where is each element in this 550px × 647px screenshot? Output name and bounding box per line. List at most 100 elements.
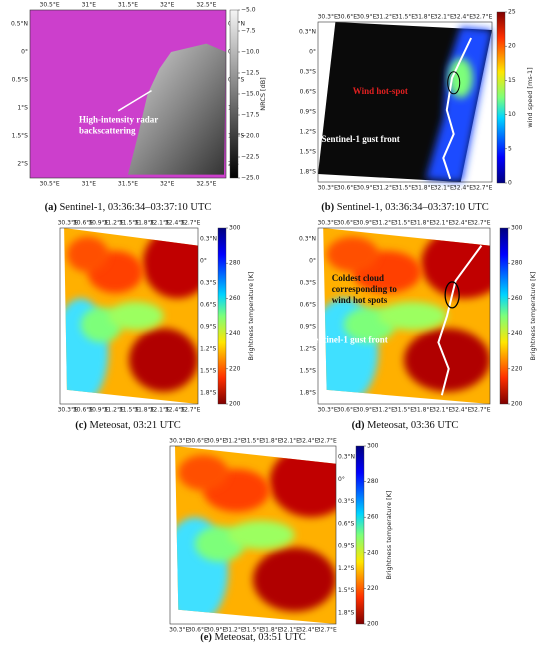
caption-label: (d): [352, 420, 365, 431]
colorbar-tick-label: −22.5: [241, 154, 260, 161]
colorbar: [217, 227, 227, 405]
map-tick-label: 31.8°E: [413, 407, 433, 414]
map-tick-label: 31.2°E: [375, 407, 395, 414]
map-tick-label: 30.3°E: [318, 14, 338, 21]
cloud-blob: [326, 236, 379, 272]
colorbar-tick-label: 300: [511, 225, 523, 232]
map-tick-label: 1.8°S: [300, 169, 317, 176]
map-tick-label: 31.5°E: [243, 438, 263, 445]
map-tick-label: 1.2°S: [338, 565, 355, 572]
colorbar-tick-label: 240: [367, 549, 379, 556]
map-tick-label: 31.5°E: [394, 220, 414, 227]
caption-text: Sentinel-1, 03:36:34–03:37:10 UTC: [59, 202, 211, 213]
map-tick-label: 32.1°E: [432, 407, 452, 414]
map-tick-label: 31.5°E: [394, 407, 414, 414]
colorbar-tick-label: −17.5: [241, 112, 260, 119]
map-tick-label: 32.4°E: [165, 407, 185, 414]
colorbar-label: Brightness temperature [K]: [385, 491, 393, 580]
map-tick-label: 32.4°E: [298, 627, 318, 634]
map-tick-label: 0.6°S: [200, 302, 217, 309]
colorbar: [229, 9, 239, 179]
cloud-field: [64, 228, 198, 404]
map-tick-label: 30.9°E: [356, 220, 376, 227]
arrow: [117, 89, 152, 112]
map-tick-label: 0°: [21, 49, 28, 56]
map-tick-label: 30.9°E: [88, 407, 108, 414]
map-tick-label: 30.6°E: [337, 220, 357, 227]
map-tick-label: 32.4°E: [451, 220, 471, 227]
caption-text: Meteosat, 03:51 UTC: [215, 632, 306, 643]
map-tick-label: 30.6°E: [73, 407, 93, 414]
map-tick-label: 30.3°E: [58, 407, 78, 414]
map-tick-label: 31°E: [82, 181, 97, 188]
map-tick-label: 0.3°S: [300, 69, 317, 76]
map-tick-label: 32°E: [160, 181, 175, 188]
colorbar-tick-label: 240: [511, 330, 523, 337]
map-tick-label: 1.5°S: [200, 368, 217, 375]
map-tick-label: 31.2°E: [376, 14, 396, 21]
map-tick-label: 31.8°E: [414, 185, 434, 192]
map-tick-label: 0.3°S: [200, 280, 217, 287]
colorbar-label: wind speed [ms-1]: [526, 67, 534, 127]
annotation: High-intensity radar: [79, 115, 158, 125]
colorbar-tick-label: 200: [367, 621, 379, 628]
map-tick-label: 31.8°E: [261, 438, 281, 445]
colorbar-tick-label: 25: [508, 9, 516, 16]
map-frame: [169, 445, 337, 625]
map-tick-label: 31.5°E: [119, 220, 139, 227]
annotation: Coldest cloud: [332, 273, 384, 283]
colorbar-tick-label: 260: [367, 514, 379, 521]
map-tick-label: 32.4°E: [453, 185, 473, 192]
map-tick-label: 31.2°E: [376, 185, 396, 192]
map-tick-label: 30.6°E: [188, 627, 208, 634]
cloud-blob: [129, 328, 198, 392]
colorbar-tick-label: 220: [367, 585, 379, 592]
map-tick-label: 1.8°S: [338, 609, 355, 616]
colorbar: [499, 227, 509, 405]
colorbar-tick-label: 300: [367, 443, 379, 450]
colorbar-tick-label: 280: [511, 260, 523, 267]
map-tick-label: 31.2°E: [375, 220, 395, 227]
colorbar-tick-label: 5: [508, 145, 512, 152]
map-tick-label: 32.4°E: [298, 438, 318, 445]
map-tick-label: 32.4°E: [453, 14, 473, 21]
annotation: wind hot spots: [332, 295, 388, 305]
map-tick-label: 0.3°S: [300, 280, 317, 287]
map-tick-label: 32.1°E: [434, 14, 454, 21]
map-tick-label: 32.4°E: [451, 407, 471, 414]
caption-text: Sentinel-1, 03:36:34–03:37:10 UTC: [337, 202, 489, 213]
caption: (e) Meteosat, 03:51 UTC: [200, 632, 306, 643]
map-tick-label: 0.9°S: [300, 109, 317, 116]
map-tick-label: 32.1°E: [150, 407, 170, 414]
cloud-blob: [378, 301, 447, 331]
colorbar-label: NRCS [dB]: [259, 77, 267, 110]
map-tick-label: 32.1°E: [280, 438, 300, 445]
cloud-blob: [178, 454, 229, 491]
map-tick-label: 30.3°E: [318, 185, 338, 192]
colorbar-label: Brightness temperature [K]: [247, 272, 255, 361]
map-tick-label: 0.3°N: [299, 29, 316, 36]
map-tick-label: 30.3°E: [169, 438, 189, 445]
map-tick-label: 30.5°E: [40, 2, 60, 9]
panel: 30.3°E30.6°E30.9°E31.2°E31.5°E31.8°E32.1…: [58, 220, 255, 432]
sar-swath: [128, 43, 226, 175]
cloud-blob: [421, 228, 490, 299]
map-tick-label: 30.3°E: [58, 220, 78, 227]
panel: 30.3°E30.6°E30.9°E31.2°E31.5°E31.8°E32.1…: [299, 220, 537, 432]
map-tick-label: 1.5°S: [12, 133, 29, 140]
map-tick-label: 32.4°E: [165, 220, 185, 227]
map-tick-label: 1.2°S: [200, 346, 217, 353]
map-tick-label: 0.6°S: [300, 89, 317, 96]
map-tick-label: 31.5°E: [118, 2, 138, 9]
map-tick-label: 32.7°E: [470, 407, 490, 414]
map-tick-label: 0.6°S: [338, 520, 355, 527]
map-tick-label: 2°S: [17, 161, 28, 168]
map-tick-label: 1.5°S: [300, 368, 317, 375]
map-tick-label: 32.7°E: [180, 407, 200, 414]
colorbar-tick-label: 280: [229, 260, 241, 267]
map-tick-label: 32.7°E: [180, 220, 200, 227]
wind-area: [425, 26, 492, 182]
annotation: backscattering: [79, 126, 136, 136]
